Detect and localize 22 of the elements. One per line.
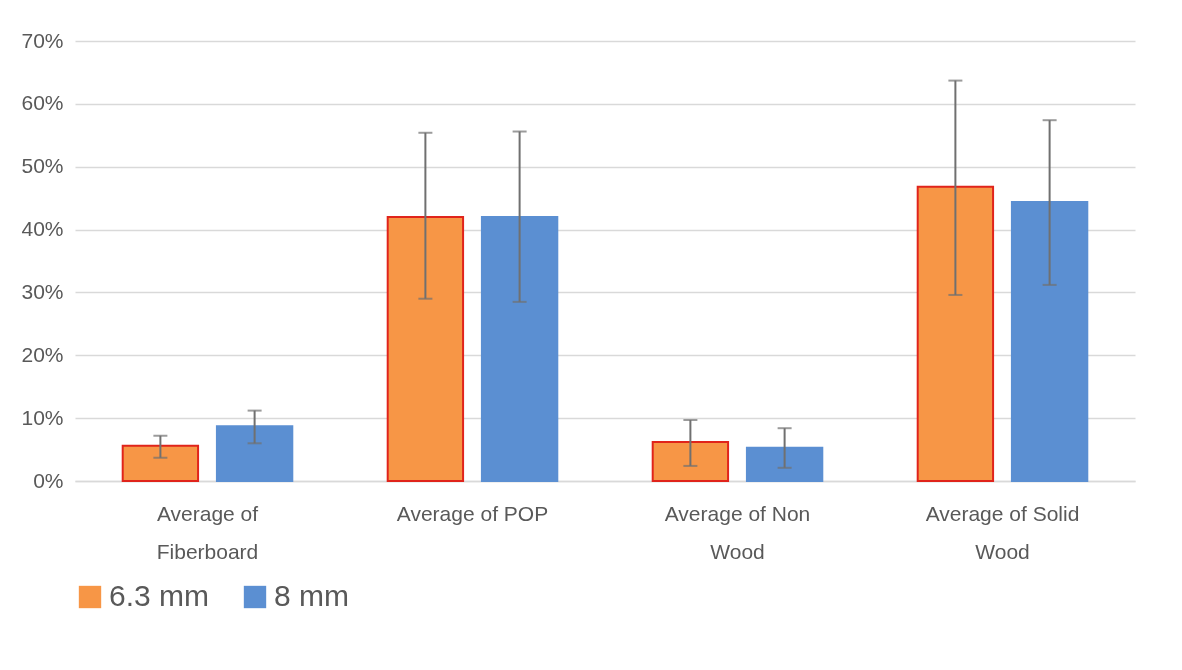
y-tick-label: 60%: [21, 91, 64, 115]
bar: [480, 216, 559, 482]
y-tick-label: 0%: [33, 468, 64, 492]
x-tick-label: Average of POP: [396, 501, 549, 525]
legend-label: 8 mm: [274, 579, 349, 612]
y-tick-label: 50%: [21, 154, 64, 178]
bar: [1010, 200, 1089, 482]
bar: [916, 185, 995, 482]
legend-label: 6.3 mm: [109, 579, 210, 612]
y-tick-label: 10%: [21, 405, 64, 429]
x-tick-label: Average of Non Wood: [664, 501, 811, 563]
y-tick-label: 30%: [21, 279, 64, 303]
y-tick-label: 70%: [21, 28, 64, 52]
y-tick-label: 40%: [21, 217, 64, 241]
bar: [121, 444, 200, 482]
x-tick-label: Average of Solid Wood: [925, 501, 1080, 563]
x-tick-label: Average of Fiberboard: [156, 501, 259, 563]
bar: [651, 441, 730, 482]
bar: [215, 425, 294, 482]
bar: [386, 216, 465, 482]
y-tick-label: 20%: [21, 342, 64, 366]
bar: [745, 446, 824, 482]
